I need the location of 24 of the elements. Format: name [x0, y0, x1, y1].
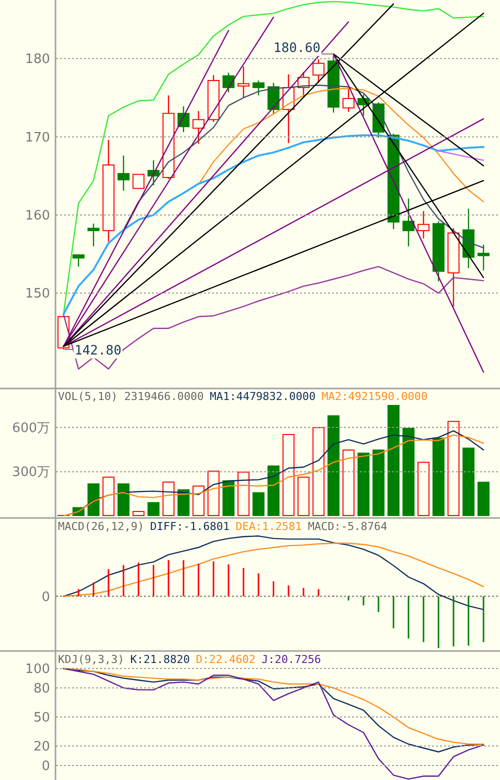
y-tick-label: 100	[25, 662, 50, 677]
text: MA1:4479832.0000	[210, 390, 316, 403]
series-label: D:22.4602	[196, 653, 256, 666]
y-tick-label: 300万	[12, 465, 50, 480]
chart-title: KDJ(9,3,3)	[58, 653, 124, 666]
y-tick-label: 170	[25, 130, 50, 146]
series-label: J:20.7256	[261, 653, 322, 666]
y-tick-label: 20	[33, 740, 50, 755]
y-tick-label: 160	[25, 208, 50, 224]
series-label: DEA:1.2581	[236, 520, 302, 533]
y-tick-label: 80	[33, 681, 50, 696]
y-tick-label: 180	[25, 52, 50, 68]
series-label: K:21.8820	[130, 653, 190, 666]
chart-title: MACD(26,12,9)	[58, 520, 144, 533]
chart-title: VOL(5,10) 2319466.0000	[58, 390, 204, 403]
y-tick-label: 50	[33, 710, 50, 726]
text: MA2:4921590.0000	[322, 390, 428, 403]
series-label: DIFF:-1.6801	[150, 520, 230, 533]
y-tick-label: 0	[42, 758, 50, 774]
annotation: 180.60	[274, 40, 320, 56]
y-tick-label: 600万	[12, 420, 50, 436]
annotation: 142.80	[74, 343, 122, 358]
y-tick-label: 150	[25, 286, 50, 302]
text: MACD:-5.8764	[308, 520, 388, 533]
